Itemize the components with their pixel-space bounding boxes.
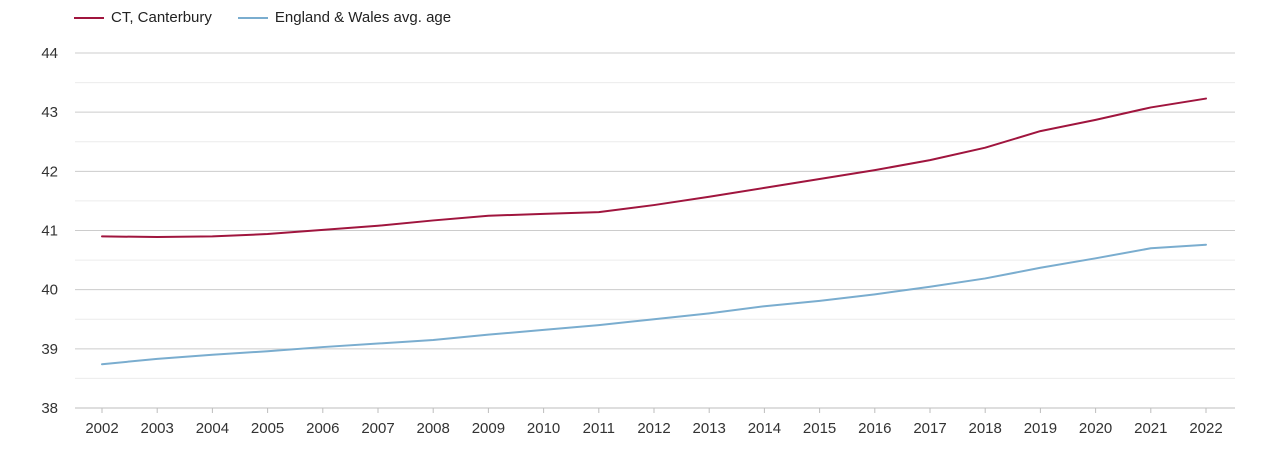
series-1-point[interactable] <box>487 334 489 336</box>
series-0-point[interactable] <box>874 169 876 171</box>
series-0-point[interactable] <box>432 219 434 221</box>
x-tick-label: 2007 <box>361 420 394 437</box>
series-1-point[interactable] <box>819 300 821 302</box>
series-0-point[interactable] <box>763 187 765 189</box>
series-0-point[interactable] <box>156 236 158 238</box>
x-tick-label: 2013 <box>693 420 726 437</box>
x-tick-label: 2012 <box>637 420 670 437</box>
x-tick-label: 2019 <box>1024 420 1057 437</box>
series-0-point[interactable] <box>929 159 931 161</box>
series-0-point[interactable] <box>1150 106 1152 108</box>
y-tick-label: 39 <box>41 341 58 358</box>
x-tick-label: 2005 <box>251 420 284 437</box>
x-tick-label: 2011 <box>583 420 615 437</box>
legend-label-england-wales: England & Wales avg. age <box>274 9 452 26</box>
series-line-0[interactable] <box>101 97 1207 239</box>
series-1-point[interactable] <box>874 293 876 295</box>
series-0-point[interactable] <box>1095 119 1097 121</box>
series-0-point[interactable] <box>708 196 710 198</box>
x-tick-label: 2016 <box>858 420 891 437</box>
x-tick-label: 2021 <box>1134 420 1167 437</box>
legend-label-canterbury: CT, Canterbury <box>111 9 212 26</box>
x-tick-label: 2010 <box>527 420 560 437</box>
y-tick-label: 44 <box>41 45 58 62</box>
legend-item-england-wales[interactable]: England & Wales avg. age <box>237 9 452 26</box>
x-tick-label: 2015 <box>803 420 836 437</box>
series-0-point[interactable] <box>101 235 103 237</box>
series-1-point[interactable] <box>984 277 986 279</box>
x-tick-label: 2002 <box>85 420 118 437</box>
series-1-point[interactable] <box>101 363 103 365</box>
legend-swatch-canterbury <box>74 16 104 19</box>
y-tick-label: 38 <box>41 400 58 417</box>
series-0-point[interactable] <box>377 225 379 227</box>
x-tick-label: 2022 <box>1189 420 1222 437</box>
series-0-point[interactable] <box>267 233 269 235</box>
y-tick-label: 42 <box>41 163 58 180</box>
series-1-point[interactable] <box>267 350 269 352</box>
series-0-point[interactable] <box>1205 98 1207 100</box>
x-tick-label: 2008 <box>417 420 450 437</box>
series-0-point[interactable] <box>653 204 655 206</box>
series-0-point[interactable] <box>598 211 600 213</box>
series-0-point[interactable] <box>487 215 489 217</box>
x-tick-label: 2003 <box>141 420 174 437</box>
y-tick-label: 43 <box>41 104 58 121</box>
series-1-point[interactable] <box>763 305 765 307</box>
x-tick-label: 2009 <box>472 420 505 437</box>
series-1-point[interactable] <box>322 346 324 348</box>
series-0-point[interactable] <box>984 147 986 149</box>
series-1-point[interactable] <box>211 354 213 356</box>
y-tick-label: 40 <box>41 282 58 299</box>
legend: CT, Canterbury England & Wales avg. age <box>74 9 477 26</box>
series-1-point[interactable] <box>432 339 434 341</box>
series-1-point[interactable] <box>708 312 710 314</box>
series-0-point[interactable] <box>211 235 213 237</box>
series-1-point[interactable] <box>156 358 158 360</box>
series-1-point[interactable] <box>598 324 600 326</box>
x-tick-label: 2006 <box>306 420 339 437</box>
y-tick-label: 41 <box>41 223 58 240</box>
x-tick-label: 2018 <box>969 420 1002 437</box>
series-1-point[interactable] <box>543 329 545 331</box>
legend-item-canterbury[interactable]: CT, Canterbury <box>74 9 212 26</box>
series-1-point[interactable] <box>1205 244 1207 246</box>
series-line-1[interactable] <box>101 243 1207 366</box>
x-tick-label: 2004 <box>196 420 229 437</box>
series-1-point[interactable] <box>1095 257 1097 259</box>
series-1-point[interactable] <box>377 343 379 345</box>
series-0-point[interactable] <box>1039 130 1041 132</box>
series-1-point[interactable] <box>929 286 931 288</box>
series-0-point[interactable] <box>543 213 545 215</box>
legend-swatch-england-wales <box>237 16 268 19</box>
series-0-point[interactable] <box>819 178 821 180</box>
x-tick-label: 2017 <box>913 420 946 437</box>
series-1-point[interactable] <box>1150 247 1152 249</box>
x-tick-label: 2020 <box>1079 420 1112 437</box>
x-tick-label: 2014 <box>748 420 781 437</box>
series-1-point[interactable] <box>653 318 655 320</box>
series-0-point[interactable] <box>322 229 324 231</box>
series-1-point[interactable] <box>1039 267 1041 269</box>
